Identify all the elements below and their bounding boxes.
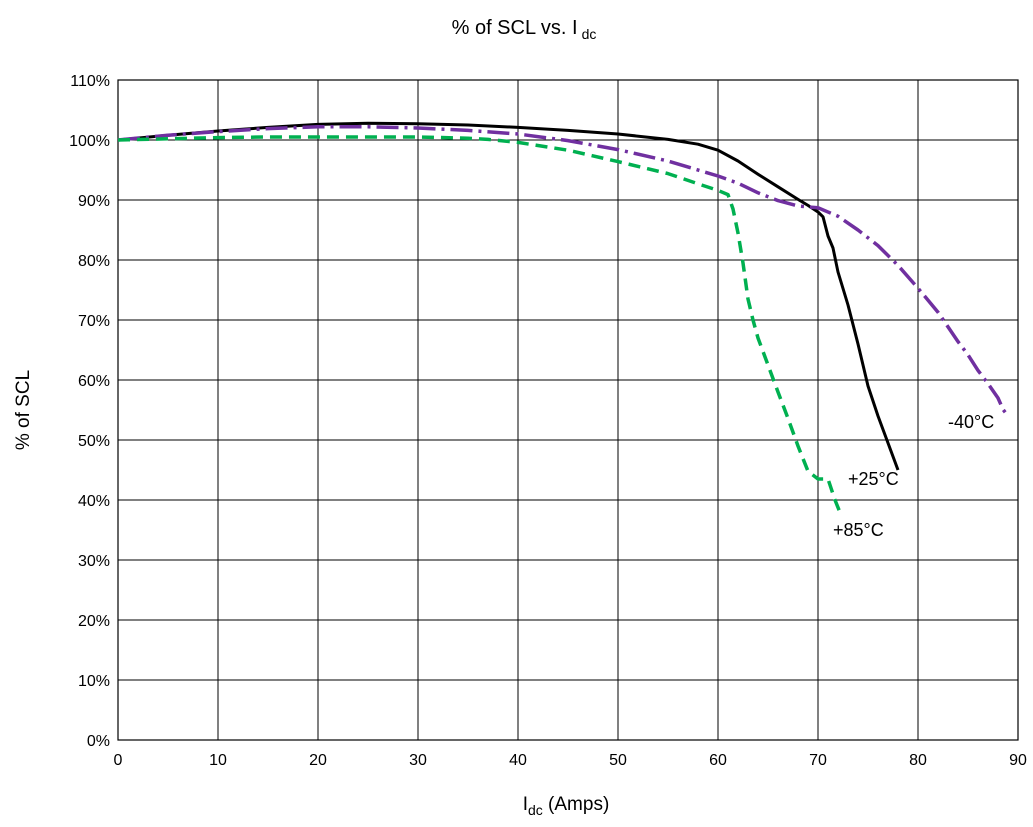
x-tick-label: 60 <box>709 752 727 769</box>
y-tick-label: 110% <box>70 73 110 90</box>
y-tick-label: 50% <box>78 433 110 450</box>
series-annotation: -40°C <box>948 412 994 432</box>
y-tick-label: 10% <box>78 673 110 690</box>
x-tick-labels: 0 10 20 30 40 50 60 70 80 90 <box>114 752 1027 769</box>
series-line-85c <box>117 135 843 516</box>
y-tick-label: 40% <box>78 493 110 510</box>
y-tick-label: 30% <box>78 553 110 570</box>
y-tick-label: 60% <box>78 373 110 390</box>
series-annotation: +25°C <box>848 469 899 489</box>
series-line-40c <box>117 125 1010 418</box>
plot-frame <box>117 79 1019 741</box>
y-tick-label: 0% <box>87 733 110 750</box>
chart-title-subscript: dc <box>582 26 597 42</box>
annotations-group: +25°C -40°C +85°C <box>833 412 994 540</box>
x-tick-label: 10 <box>209 752 227 769</box>
y-tick-labels: 0% 10% 20% 30% 40% 50% 60% 70% 80% 90% 100% 110% <box>69 73 110 750</box>
y-tick-label: 100% <box>69 133 110 150</box>
x-tick-label: 50 <box>609 752 627 769</box>
plot-grid <box>117 79 1019 741</box>
y-tick-label: 70% <box>78 313 110 330</box>
x-tick-label: 90 <box>1009 752 1027 769</box>
x-tick-label: 80 <box>909 752 927 769</box>
y-tick-label: 90% <box>78 193 110 210</box>
chart-title-main: % of SCL vs. I <box>452 17 578 39</box>
x-axis-title-units: (Amps) <box>543 794 610 815</box>
x-tick-label: 30 <box>409 752 427 769</box>
x-axis-title-main: I <box>523 794 528 815</box>
y-tick-label: 80% <box>78 253 110 270</box>
y-axis-title: % of SCL <box>13 370 34 450</box>
y-tick-label: 20% <box>78 613 110 630</box>
x-axis-title-subscript: dc <box>528 802 543 818</box>
x-tick-label: 0 <box>114 752 123 769</box>
x-tick-label: 20 <box>309 752 327 769</box>
x-tick-label: 70 <box>809 752 827 769</box>
x-tick-label: 40 <box>509 752 527 769</box>
series-line-25c <box>117 121 900 471</box>
series-group <box>117 121 1010 516</box>
x-axis-title: Idc (Amps) <box>523 794 610 818</box>
series-annotation: +85°C <box>833 520 884 540</box>
